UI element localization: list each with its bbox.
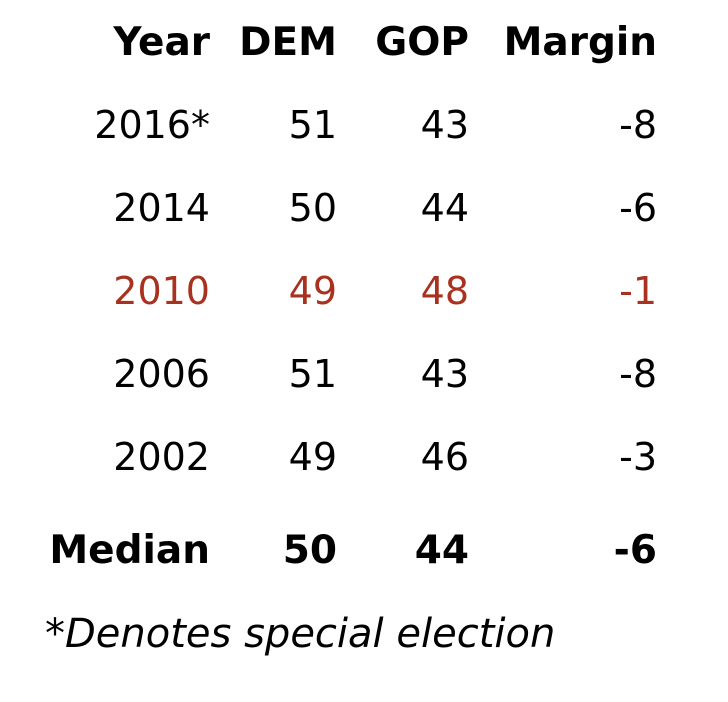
gop-cell: 46 [420, 435, 469, 479]
dem-cell: 49 [288, 435, 337, 479]
header-year: Year [113, 20, 210, 65]
gop-cell: 44 [420, 186, 469, 230]
margin-cell: -8 [619, 103, 657, 147]
margin-cell: -1 [619, 269, 657, 313]
table-row: 2002 49 46 -3 [0, 427, 728, 487]
dem-cell: 50 [288, 186, 337, 230]
dem-cell: 51 [288, 352, 337, 396]
header-dem: DEM [239, 20, 337, 65]
dem-cell: 49 [288, 269, 337, 313]
table-row: 2006 51 43 -8 [0, 344, 728, 404]
table-row-highlighted: 2010 49 48 -1 [0, 261, 728, 321]
gop-cell: 43 [420, 103, 469, 147]
year-cell: 2006 [113, 352, 210, 396]
gop-cell: 43 [420, 352, 469, 396]
year-cell: 2016* [94, 103, 210, 147]
header-gop: GOP [375, 20, 469, 65]
dem-cell: 51 [288, 103, 337, 147]
margin-cell: -6 [619, 186, 657, 230]
table-row: 2014 50 44 -6 [0, 178, 728, 238]
median-margin: -6 [613, 528, 657, 573]
footnote: *Denotes special election [45, 611, 556, 657]
median-label: Median [49, 528, 210, 573]
header-margin: Margin [503, 20, 657, 65]
year-cell: 2014 [113, 186, 210, 230]
year-cell: 2010 [113, 269, 210, 313]
table-row: 2016* 51 43 -8 [0, 95, 728, 155]
gop-cell: 48 [420, 269, 469, 313]
margin-cell: -8 [619, 352, 657, 396]
median-gop: 44 [414, 528, 469, 573]
table-summary-row: Median 50 44 -6 [0, 521, 728, 581]
margin-cell: -3 [619, 435, 657, 479]
year-cell: 2002 [113, 435, 210, 479]
table-header-row: Year DEM GOP Margin [0, 13, 728, 73]
median-dem: 50 [282, 528, 337, 573]
